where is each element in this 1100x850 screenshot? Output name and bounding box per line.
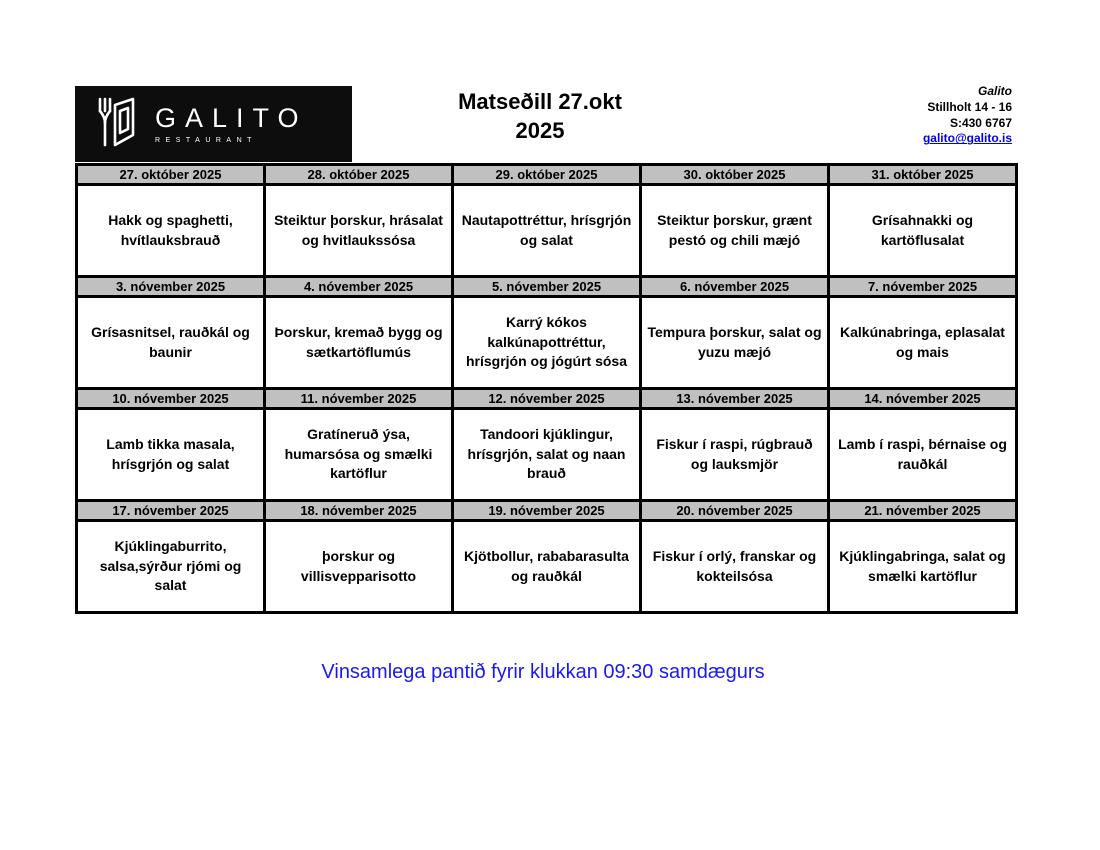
menu-cell: Karrý kókos kalkúnapottréttur, hrísgrjón… xyxy=(451,295,642,390)
date-header-cell: 5. nóvember 2025 xyxy=(451,275,642,298)
date-header-cell: 7. nóvember 2025 xyxy=(827,275,1018,298)
menu-cell: Fiskur í orlý, franskar og kokteilsósa xyxy=(639,519,830,614)
date-header-cell: 21. nóvember 2025 xyxy=(827,499,1018,522)
date-header-cell: 19. nóvember 2025 xyxy=(451,499,642,522)
menu-table: 27. október 2025 28. október 2025 29. ok… xyxy=(75,163,1018,614)
menu-cell: Kjúklingabringa, salat og smælki kartöfl… xyxy=(827,519,1018,614)
menu-cell: Steiktur þorskur, hrásalat og hvitlaukss… xyxy=(263,183,454,278)
menu-cell: Grísahnakki og kartöflusalat xyxy=(827,183,1018,278)
date-header-cell: 12. nóvember 2025 xyxy=(451,387,642,410)
menu-cell: Þorskur, kremað bygg og sætkartöflumús xyxy=(263,295,454,390)
date-header-row: 10. nóvember 2025 11. nóvember 2025 12. … xyxy=(75,387,1018,410)
fork-flag-monogram-icon xyxy=(98,97,135,147)
date-header-cell: 31. október 2025 xyxy=(827,163,1018,186)
menu-row: Kjúklingaburrito, salsa,sýrður rjómi og … xyxy=(75,519,1018,614)
menu-row: Hakk og spaghetti, hvítlauksbrauð Steikt… xyxy=(75,183,1018,278)
date-header-cell: 29. október 2025 xyxy=(451,163,642,186)
date-header-cell: 20. nóvember 2025 xyxy=(639,499,830,522)
menu-cell: Kjúklingaburrito, salsa,sýrður rjómi og … xyxy=(75,519,266,614)
galito-logo-subtitle: RESTAURANT xyxy=(155,136,257,144)
galito-logo: GALITO RESTAURANT xyxy=(75,86,352,162)
menu-cell: Lamb í raspi, bérnaise og rauðkál xyxy=(827,407,1018,502)
menu-cell: Tempura þorskur, salat og yuzu mæjó xyxy=(639,295,830,390)
page-title-line1: Matseðill 27.okt xyxy=(458,89,622,114)
date-header-cell: 4. nóvember 2025 xyxy=(263,275,454,298)
contact-name: Galito xyxy=(977,84,1012,98)
date-header-cell: 11. nóvember 2025 xyxy=(263,387,454,410)
date-header-cell: 10. nóvember 2025 xyxy=(75,387,266,410)
page-title: Matseðill 27.okt 2025 xyxy=(390,88,690,145)
menu-row: Lamb tikka masala, hrísgrjón og salat Gr… xyxy=(75,407,1018,502)
menu-cell: Kjötbollur, rababarasulta og rauðkál xyxy=(451,519,642,614)
menu-cell: Kalkúnabringa, eplasalat og mais xyxy=(827,295,1018,390)
menu-cell: Tandoori kjúklingur, hrísgrjón, salat og… xyxy=(451,407,642,502)
email-link[interactable]: galito@galito.is xyxy=(922,131,1012,146)
contact-phone: S:430 6767 xyxy=(949,115,1012,130)
menu-cell: Hakk og spaghetti, hvítlauksbrauð xyxy=(75,183,266,278)
contact-address: Stillholt 14 - 16 xyxy=(927,99,1012,114)
galito-logo-text-wrap: GALITO RESTAURANT xyxy=(155,102,308,144)
menu-cell: Steiktur þorskur, grænt pestó og chili m… xyxy=(639,183,830,278)
date-header-cell: 13. nóvember 2025 xyxy=(639,387,830,410)
date-header-cell: 3. nóvember 2025 xyxy=(75,275,266,298)
page-title-line2: 2025 xyxy=(515,117,565,143)
menu-cell: Nautapottréttur, hrísgrjón og salat xyxy=(451,183,642,278)
date-header-cell: 14. nóvember 2025 xyxy=(827,387,1018,410)
date-header-cell: 28. október 2025 xyxy=(263,163,454,186)
contact-block: Galito Stillholt 14 - 16 S:430 6767 gali… xyxy=(792,84,1012,147)
menu-cell: þorskur og villisvepparisotto xyxy=(263,519,454,614)
menu-cell: Grísasnitsel, rauðkál og baunir xyxy=(75,295,266,390)
date-header-cell: 17. nóvember 2025 xyxy=(75,499,266,522)
menu-cell: Fiskur í raspi, rúgbrauð og lauksmjör xyxy=(639,407,830,502)
galito-logo-wordmark: GALITO xyxy=(155,102,308,133)
date-header-cell: 30. október 2025 xyxy=(639,163,830,186)
menu-cell: Gratíneruð ýsa, humarsósa og smælki kart… xyxy=(263,407,454,502)
menu-row: Grísasnitsel, rauðkál og baunir Þorskur,… xyxy=(75,295,1018,390)
menu-cell: Lamb tikka masala, hrísgrjón og salat xyxy=(75,407,266,502)
date-header-cell: 6. nóvember 2025 xyxy=(639,275,830,298)
date-header-row: 3. nóvember 2025 4. nóvember 2025 5. nóv… xyxy=(75,275,1018,298)
date-header-cell: 27. október 2025 xyxy=(75,163,266,186)
date-header-row: 17. nóvember 2025 18. nóvember 2025 19. … xyxy=(75,499,1018,522)
date-header-row: 27. október 2025 28. október 2025 29. ok… xyxy=(75,163,1018,186)
date-header-cell: 18. nóvember 2025 xyxy=(263,499,454,522)
order-note: Vinsamlega pantið fyrir klukkan 09:30 sa… xyxy=(321,661,765,683)
